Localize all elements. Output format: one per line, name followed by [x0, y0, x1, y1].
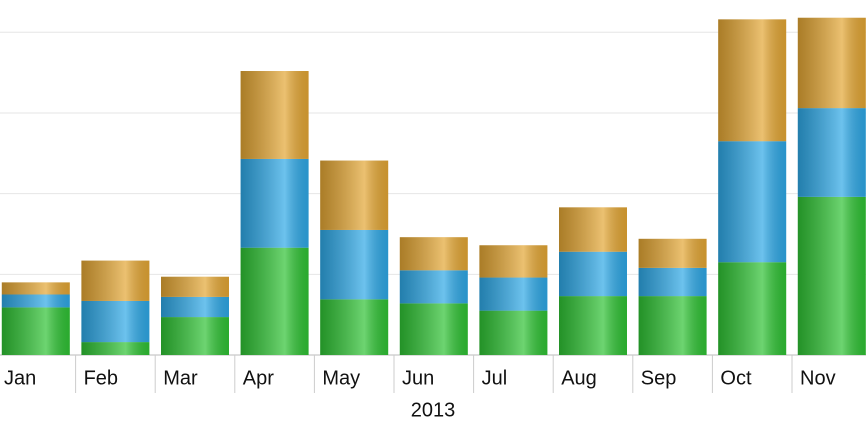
x-tick-label: Feb [84, 367, 118, 389]
bar-shade [81, 300, 150, 343]
bar-shade [718, 262, 787, 355]
x-tick-label: Jun [402, 367, 434, 389]
bar-shade [718, 141, 787, 263]
bar-shade [399, 270, 468, 304]
x-tick-label: Mar [163, 367, 198, 389]
bar-shade [638, 267, 707, 297]
x-tick-label: Jul [482, 367, 508, 389]
bar-shade [81, 342, 150, 355]
bar-shade [81, 260, 150, 301]
x-tick-label: May [322, 367, 360, 389]
bar-shade [638, 296, 707, 355]
bar-shade [399, 237, 468, 271]
bar-shade [797, 196, 866, 355]
x-tick-label: Apr [243, 367, 274, 389]
bar-shade [1, 294, 70, 308]
bar-shade [718, 19, 787, 142]
bar-shade [161, 296, 229, 318]
bar-shade [399, 303, 468, 355]
bar-shade [1, 282, 70, 295]
bar-shade [479, 310, 548, 355]
bar-shade [479, 277, 548, 311]
bar-shade [240, 247, 309, 355]
bar-shade [559, 207, 627, 252]
bar-shade [559, 251, 627, 297]
bar-shade [559, 296, 627, 355]
bar-shade [797, 17, 866, 109]
x-axis-title: 2013 [411, 399, 456, 421]
x-tick-label: Jan [4, 367, 36, 389]
x-tick-label: Sep [641, 367, 677, 389]
bar-shade [240, 158, 309, 248]
bar-shade [1, 307, 70, 355]
bar-shade [320, 229, 389, 300]
bar-shade [638, 238, 707, 268]
x-tick-label: Aug [561, 367, 597, 389]
bar-shade [320, 299, 389, 355]
bar-shade [161, 276, 229, 297]
bar-shade [320, 160, 389, 230]
bar-shade [479, 245, 548, 278]
x-tick-label: Nov [800, 367, 836, 389]
x-tick-label: Oct [720, 367, 752, 389]
bar-shade [161, 317, 229, 355]
bar-shade [797, 108, 866, 197]
bar-shade [240, 71, 309, 159]
